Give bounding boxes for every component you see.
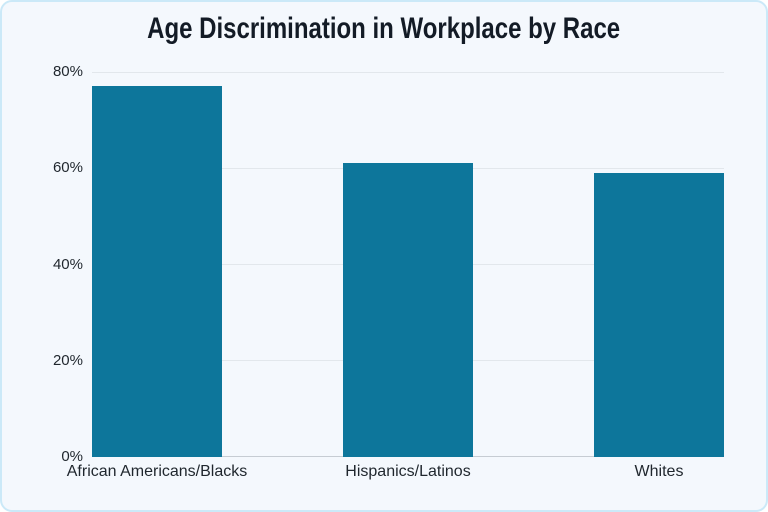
x-tick-label: African Americans/Blacks <box>66 463 248 480</box>
plot-area: 0% 20% 40% 60% 80% African Americans/Blacks Hi… <box>53 63 724 480</box>
bar <box>92 86 222 457</box>
y-tick-label: 80% <box>52 63 83 80</box>
y-tick-label: 0% <box>61 448 83 465</box>
chart-title: Age Discrimination in Workplace by Race <box>147 12 621 45</box>
gridline <box>92 71 724 73</box>
x-tick-label: Whites <box>634 463 684 480</box>
chart-header: Age Discrimination in Workplace by Race <box>2 12 766 46</box>
y-tick-label: 40% <box>52 255 83 273</box>
y-tick-label: 20% <box>52 351 83 369</box>
y-tick-label: 60% <box>52 159 83 177</box>
bar <box>343 163 473 457</box>
x-tick-label: Hispanics/Latinos <box>345 463 471 480</box>
bar <box>594 173 724 457</box>
